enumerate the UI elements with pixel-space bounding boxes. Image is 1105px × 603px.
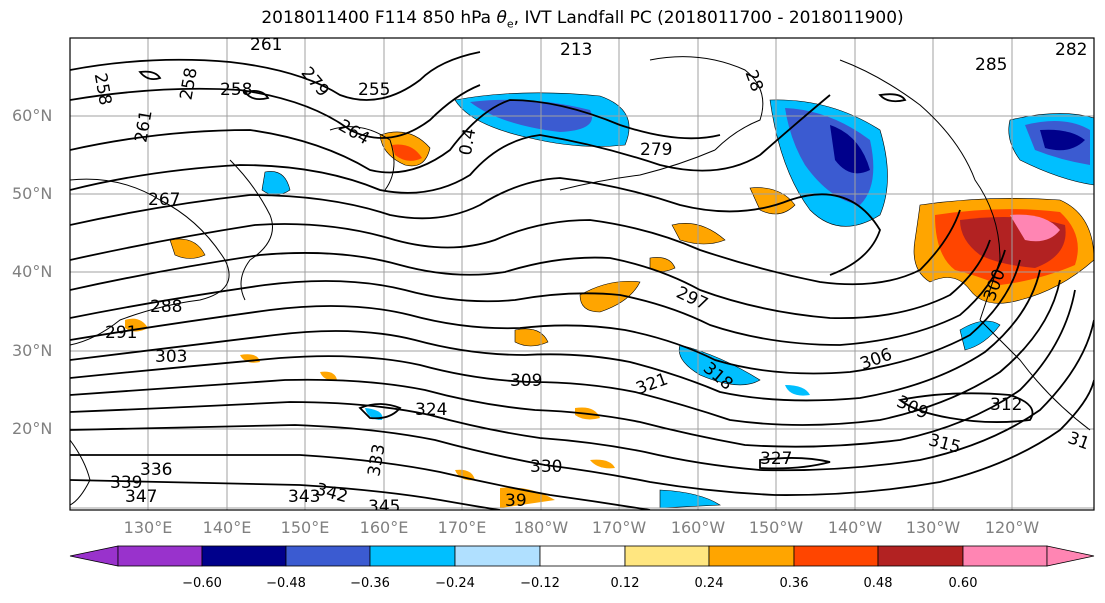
contour-label: 324: [415, 400, 447, 420]
colorbar-bin: [201, 545, 287, 567]
lon-label: 140°E: [202, 518, 252, 537]
contour-label: 288: [150, 297, 182, 317]
lon-label: 140°W: [827, 518, 883, 537]
contour-label: 213: [560, 40, 592, 60]
lon-label: 160°W: [670, 518, 726, 537]
theta-symbol: θ: [496, 8, 507, 28]
lon-label: 150°W: [748, 518, 804, 537]
colorbar-bin: [285, 545, 371, 567]
contour-label: 336: [140, 460, 172, 480]
contour-label: 258: [220, 80, 252, 100]
contour-label: 282: [1055, 40, 1087, 60]
lon-label: 180°W: [513, 518, 569, 537]
colorbar-tick-label: −0.12: [520, 576, 560, 591]
colorbar: [69, 545, 1095, 567]
lat-label: 20°N: [12, 419, 53, 438]
graticule: [70, 38, 1094, 510]
colorbar-bin: [708, 545, 795, 567]
lon-label: 130°E: [123, 518, 173, 537]
map-title: 2018011400 F114 850 hPa θe, IVT Landfall…: [261, 8, 904, 31]
contour-label: 267: [148, 190, 180, 210]
lat-label: 60°N: [12, 106, 53, 125]
contour-label: 279: [640, 140, 672, 160]
contour-label: 330: [530, 457, 562, 477]
colorbar-tick-label: −0.48: [266, 576, 306, 591]
contour-label: 327: [760, 449, 792, 469]
colorbar-bin: [369, 545, 456, 567]
colorbar-bin: [962, 545, 1048, 567]
contour-label: 261: [250, 35, 282, 55]
coastlines: [70, 56, 1091, 506]
contour-label: 343: [288, 487, 320, 507]
colorbar-bin: [117, 545, 203, 567]
lat-label: 30°N: [12, 341, 53, 360]
contour-label: 291: [105, 323, 137, 343]
colorbar-bin: [877, 545, 964, 567]
negative-anomaly-patches: [261, 92, 1094, 509]
colorbar-bin: [793, 545, 879, 567]
contour-label: 339: [110, 473, 142, 493]
theta-e-contours: [70, 51, 1094, 510]
contour-label: 0.4: [456, 127, 480, 157]
contour-label: 303: [155, 347, 187, 367]
colorbar-tick-label: 0.12: [610, 576, 640, 591]
colorbar-tick-label: −0.36: [350, 576, 390, 591]
colorbar-tick-label: 0.48: [863, 576, 893, 591]
lat-label: 40°N: [12, 262, 53, 281]
contour-label: 39: [505, 491, 527, 511]
lon-label: 130°W: [905, 518, 961, 537]
colorbar-tick-label: 0.60: [948, 576, 978, 591]
colorbar-bin: [624, 545, 710, 567]
contour-label: 309: [510, 371, 542, 391]
lon-label: 150°E: [280, 518, 330, 537]
colorbar-tick-label: 0.24: [694, 576, 724, 591]
map-frame: [69, 37, 1095, 511]
contour-label: 347: [125, 487, 157, 507]
contour-label: 255: [358, 80, 390, 100]
colorbar-extend-high: [1046, 545, 1095, 567]
colorbar-bin: [454, 545, 541, 567]
colorbar-tick-label: −0.60: [182, 576, 222, 591]
lon-label: 160°E: [359, 518, 409, 537]
colorbar-tick-label: −0.24: [435, 576, 475, 591]
colorbar-extend-low: [69, 545, 119, 567]
lat-label: 50°N: [12, 184, 53, 203]
lon-label: 170°E: [437, 518, 487, 537]
contour-label: 285: [975, 55, 1007, 75]
lon-label: 170°W: [591, 518, 647, 537]
lon-label: 120°W: [984, 518, 1040, 537]
colorbar-bin: [539, 545, 626, 567]
colorbar-tick-label: 0.36: [779, 576, 809, 591]
contour-label: 345: [368, 497, 400, 517]
contour-label: 312: [990, 395, 1022, 415]
